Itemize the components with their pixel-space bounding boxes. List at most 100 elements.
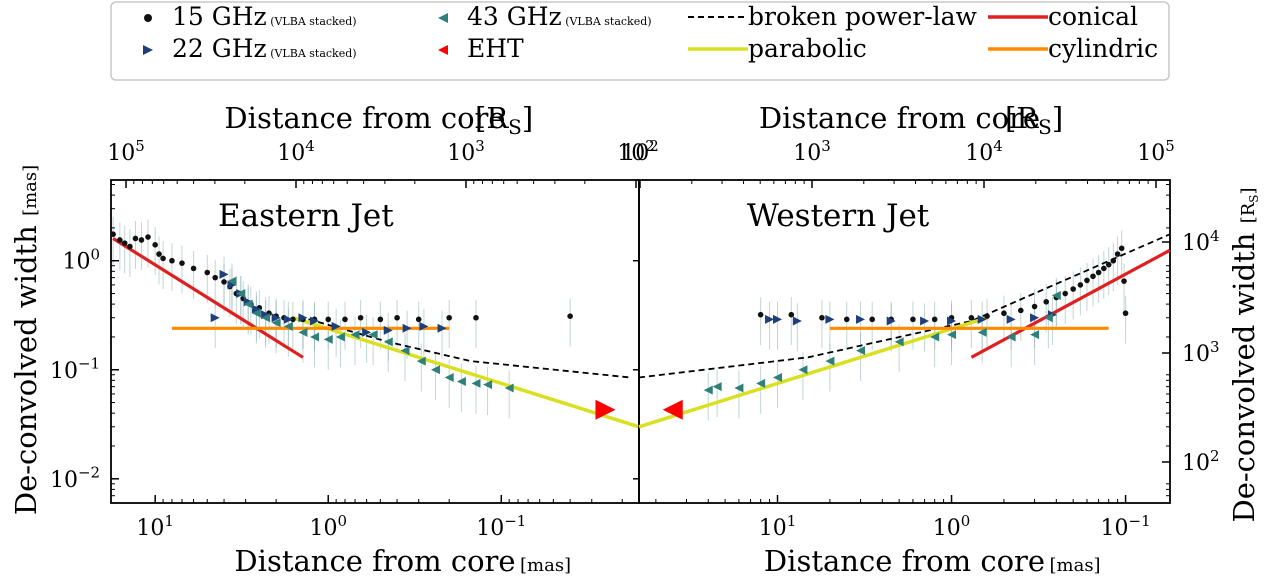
- fit-parabolic: [638, 316, 988, 429]
- data-point-22-ghz: [1030, 313, 1040, 323]
- data-point-43-ghz: [323, 334, 333, 344]
- x-tick-label: 101: [136, 512, 174, 541]
- x-axis-unit: [mas]: [1050, 555, 1101, 576]
- data-point-15-ghz: [377, 316, 384, 323]
- data-point-15-ghz: [127, 243, 133, 250]
- top-x-axis-unit: [RS]: [1005, 101, 1063, 139]
- top-x-tick-label: 104: [277, 137, 315, 166]
- legend-marker: [144, 14, 152, 22]
- data-point-15-ghz: [1077, 282, 1084, 288]
- data-point-22-ghz: [437, 323, 447, 333]
- top-x-axis-label: Distance from core: [759, 101, 1040, 135]
- data-point-43-ghz: [734, 383, 744, 393]
- data-point-22-ghz: [362, 327, 372, 337]
- data-point-22-ghz: [825, 314, 835, 324]
- top-x-tick-label: 102: [617, 137, 655, 166]
- data-point-43-ghz: [756, 378, 766, 388]
- y-tick-label: 104: [1182, 227, 1220, 256]
- top-x-tick-label: 105: [107, 137, 145, 166]
- data-point-43-ghz: [283, 321, 293, 331]
- plot-frame: [638, 179, 1171, 504]
- data-point-15-ghz: [357, 314, 364, 321]
- data-point-43-ghz: [271, 318, 281, 328]
- data-point-22-ghz: [210, 313, 220, 323]
- legend-marker: [438, 13, 448, 23]
- data-point-43-ghz: [251, 308, 261, 318]
- data-point-22-ghz: [331, 321, 341, 331]
- data-point-15-ghz: [1031, 303, 1038, 310]
- data-point-22-ghz: [947, 316, 957, 326]
- data-point-15-ghz: [110, 231, 116, 238]
- data-point-15-ghz: [1001, 310, 1007, 317]
- top-x-tick-label: 103: [447, 137, 485, 166]
- data-point-43-ghz: [456, 377, 466, 387]
- legend-label: 15 GHz (VLBA stacked): [172, 2, 357, 31]
- data-point-15-ghz: [1084, 277, 1090, 284]
- legend-label: 43 GHz (VLBA stacked): [467, 2, 652, 31]
- y-tick-label: 100: [62, 245, 100, 274]
- data-point-15-ghz: [819, 314, 825, 321]
- data-point-15-ghz: [1043, 299, 1050, 305]
- data-point-15-ghz: [1101, 265, 1107, 272]
- data-point-22-ghz: [977, 314, 987, 324]
- panel-title: Western Jet: [747, 198, 930, 234]
- y-axis-label-right: De-convolved width [RS]: [1227, 187, 1261, 522]
- legend-label: cylindric: [1048, 34, 1158, 63]
- fit-conical: [970, 248, 1171, 359]
- data-point-43-ghz: [236, 289, 246, 299]
- data-point-15-ghz: [1090, 273, 1096, 280]
- data-point-43-ghz: [1030, 330, 1040, 340]
- data-point-15-ghz: [1122, 310, 1129, 317]
- y-tick-label: 102: [1182, 447, 1220, 476]
- data-point-15-ghz: [212, 274, 218, 281]
- data-point-15-ghz: [843, 316, 850, 323]
- data-point-15-ghz: [138, 237, 145, 243]
- data-point-15-ghz: [121, 240, 128, 246]
- x-tick-label: 100: [309, 512, 347, 541]
- data-point-43-ghz: [504, 383, 514, 393]
- data-point-43-ghz: [825, 356, 835, 366]
- data-point-15-ghz: [567, 313, 573, 319]
- fit-broken-power-law: [638, 233, 1171, 379]
- data-point-43-ghz: [400, 346, 410, 356]
- data-point-eht: [595, 399, 616, 420]
- fit-broken-power-law: [308, 318, 631, 379]
- data-point-15-ghz: [179, 260, 185, 266]
- legend-marker: [143, 45, 153, 55]
- data-point-43-ghz: [1006, 332, 1016, 342]
- data-point-22-ghz: [920, 316, 930, 326]
- data-point-15-ghz: [869, 316, 875, 323]
- data-point-22-ghz: [227, 280, 237, 290]
- data-point-43-ghz: [368, 330, 378, 340]
- data-point-15-ghz: [473, 314, 479, 321]
- data-point-22-ghz: [383, 325, 393, 335]
- data-point-43-ghz: [298, 327, 308, 337]
- data-point-15-ghz: [415, 316, 422, 323]
- data-point-22-ghz: [886, 316, 896, 326]
- data-point-15-ghz: [1070, 286, 1076, 292]
- fit-parabolic: [292, 316, 640, 429]
- x-tick-label: 101: [759, 512, 797, 541]
- x-axis-label: Distance from core: [764, 544, 1045, 578]
- top-x-axis-label: Distance from core: [224, 101, 505, 135]
- legend-label: EHT: [467, 34, 524, 63]
- top-x-tick-label: 102: [621, 137, 659, 166]
- data-point-15-ghz: [204, 269, 211, 276]
- data-point-15-ghz: [342, 316, 348, 323]
- data-point-43-ghz: [416, 356, 426, 366]
- legend-marker: [438, 45, 448, 55]
- data-point-22-ghz: [765, 314, 775, 324]
- data-point-15-ghz: [1017, 307, 1024, 314]
- data-point-15-ghz: [152, 241, 158, 248]
- data-point-15-ghz: [325, 316, 332, 323]
- legend-label: parabolic: [748, 34, 867, 63]
- data-point-15-ghz: [1062, 290, 1069, 297]
- data-point-15-ghz: [1121, 278, 1127, 284]
- data-point-43-ghz: [703, 385, 713, 395]
- x-tick-label: 10−1: [1101, 512, 1151, 541]
- data-point-15-ghz: [190, 265, 197, 272]
- data-point-43-ghz: [383, 337, 393, 347]
- data-point-43-ghz: [1043, 313, 1053, 323]
- y-tick-label: 10−2: [50, 464, 100, 493]
